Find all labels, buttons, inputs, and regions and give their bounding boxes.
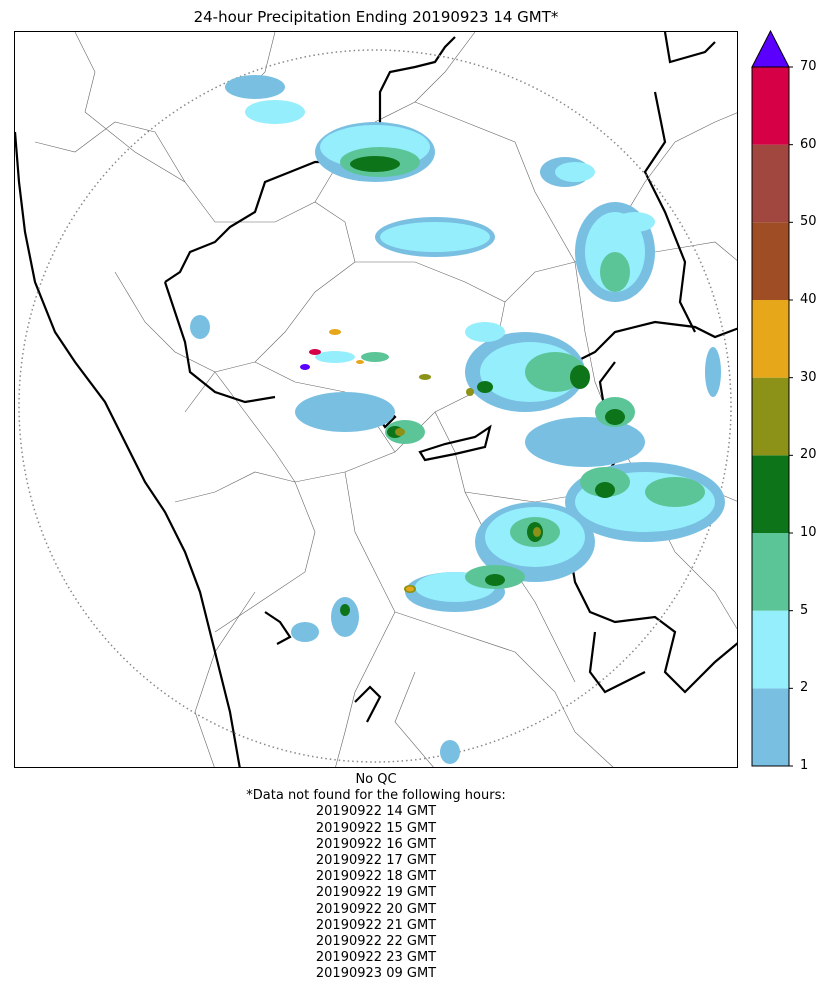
colorbar-bin — [752, 144, 789, 223]
map-title: 24-hour Precipitation Ending 20190923 14… — [193, 8, 559, 26]
missing-hour: 20190922 23 GMT — [315, 950, 437, 966]
colorbar-bin — [752, 67, 789, 145]
colorbar-tick-label: 20 — [800, 447, 817, 463]
colorbar-tick-label: 30 — [800, 369, 817, 385]
colorbar-graphic — [751, 29, 793, 767]
colorbar-bin — [752, 455, 789, 533]
qc-note: No QC — [355, 772, 397, 787]
colorbar-tick-label: 1 — [800, 758, 809, 773]
colorbar-tick-label: 10 — [800, 525, 817, 540]
colorbar-extend-triangle — [751, 29, 790, 68]
missing-hour: 20190922 17 GMT — [315, 853, 437, 869]
missing-hour: 20190922 14 GMT — [315, 804, 437, 820]
radar-range-ring — [18, 49, 732, 763]
colorbar-frame — [751, 66, 790, 767]
colorbar-tick-label: 40 — [800, 292, 817, 307]
precipitation-colorbar — [751, 29, 793, 768]
missing-hour: 20190922 16 GMT — [315, 836, 437, 852]
colorbar-tick-label: 50 — [800, 214, 817, 230]
missing-hour: 20190922 20 GMT — [315, 901, 437, 917]
colorbar-tick-label: 2 — [800, 680, 809, 696]
colorbar-bin — [752, 688, 789, 766]
footer-notes: No QC *Data not found for the following … — [14, 772, 738, 983]
colorbar-bin — [752, 533, 789, 611]
colorbar-tick-label: 5 — [800, 602, 809, 618]
radar-map — [14, 31, 738, 768]
precipitation-echoes — [190, 75, 725, 764]
map-canvas — [15, 32, 737, 767]
missing-data-header: *Data not found for the following hours: — [246, 788, 506, 804]
missing-hour: 20190922 21 GMT — [315, 917, 437, 933]
colorbar-bin — [752, 610, 789, 689]
missing-hour: 20190922 19 GMT — [315, 885, 437, 901]
colorbar-bin — [752, 222, 789, 300]
colorbar-bin — [752, 300, 789, 378]
missing-hour: 20190922 18 GMT — [315, 869, 437, 885]
colorbar-bin — [752, 377, 789, 456]
colorbar-tick-label: 70 — [800, 59, 817, 74]
missing-hour: 20190922 22 GMT — [315, 934, 437, 950]
missing-hour: 20190922 15 GMT — [315, 820, 437, 836]
colorbar-tick-label: 60 — [800, 136, 817, 152]
missing-hour: 20190923 09 GMT — [315, 966, 437, 982]
